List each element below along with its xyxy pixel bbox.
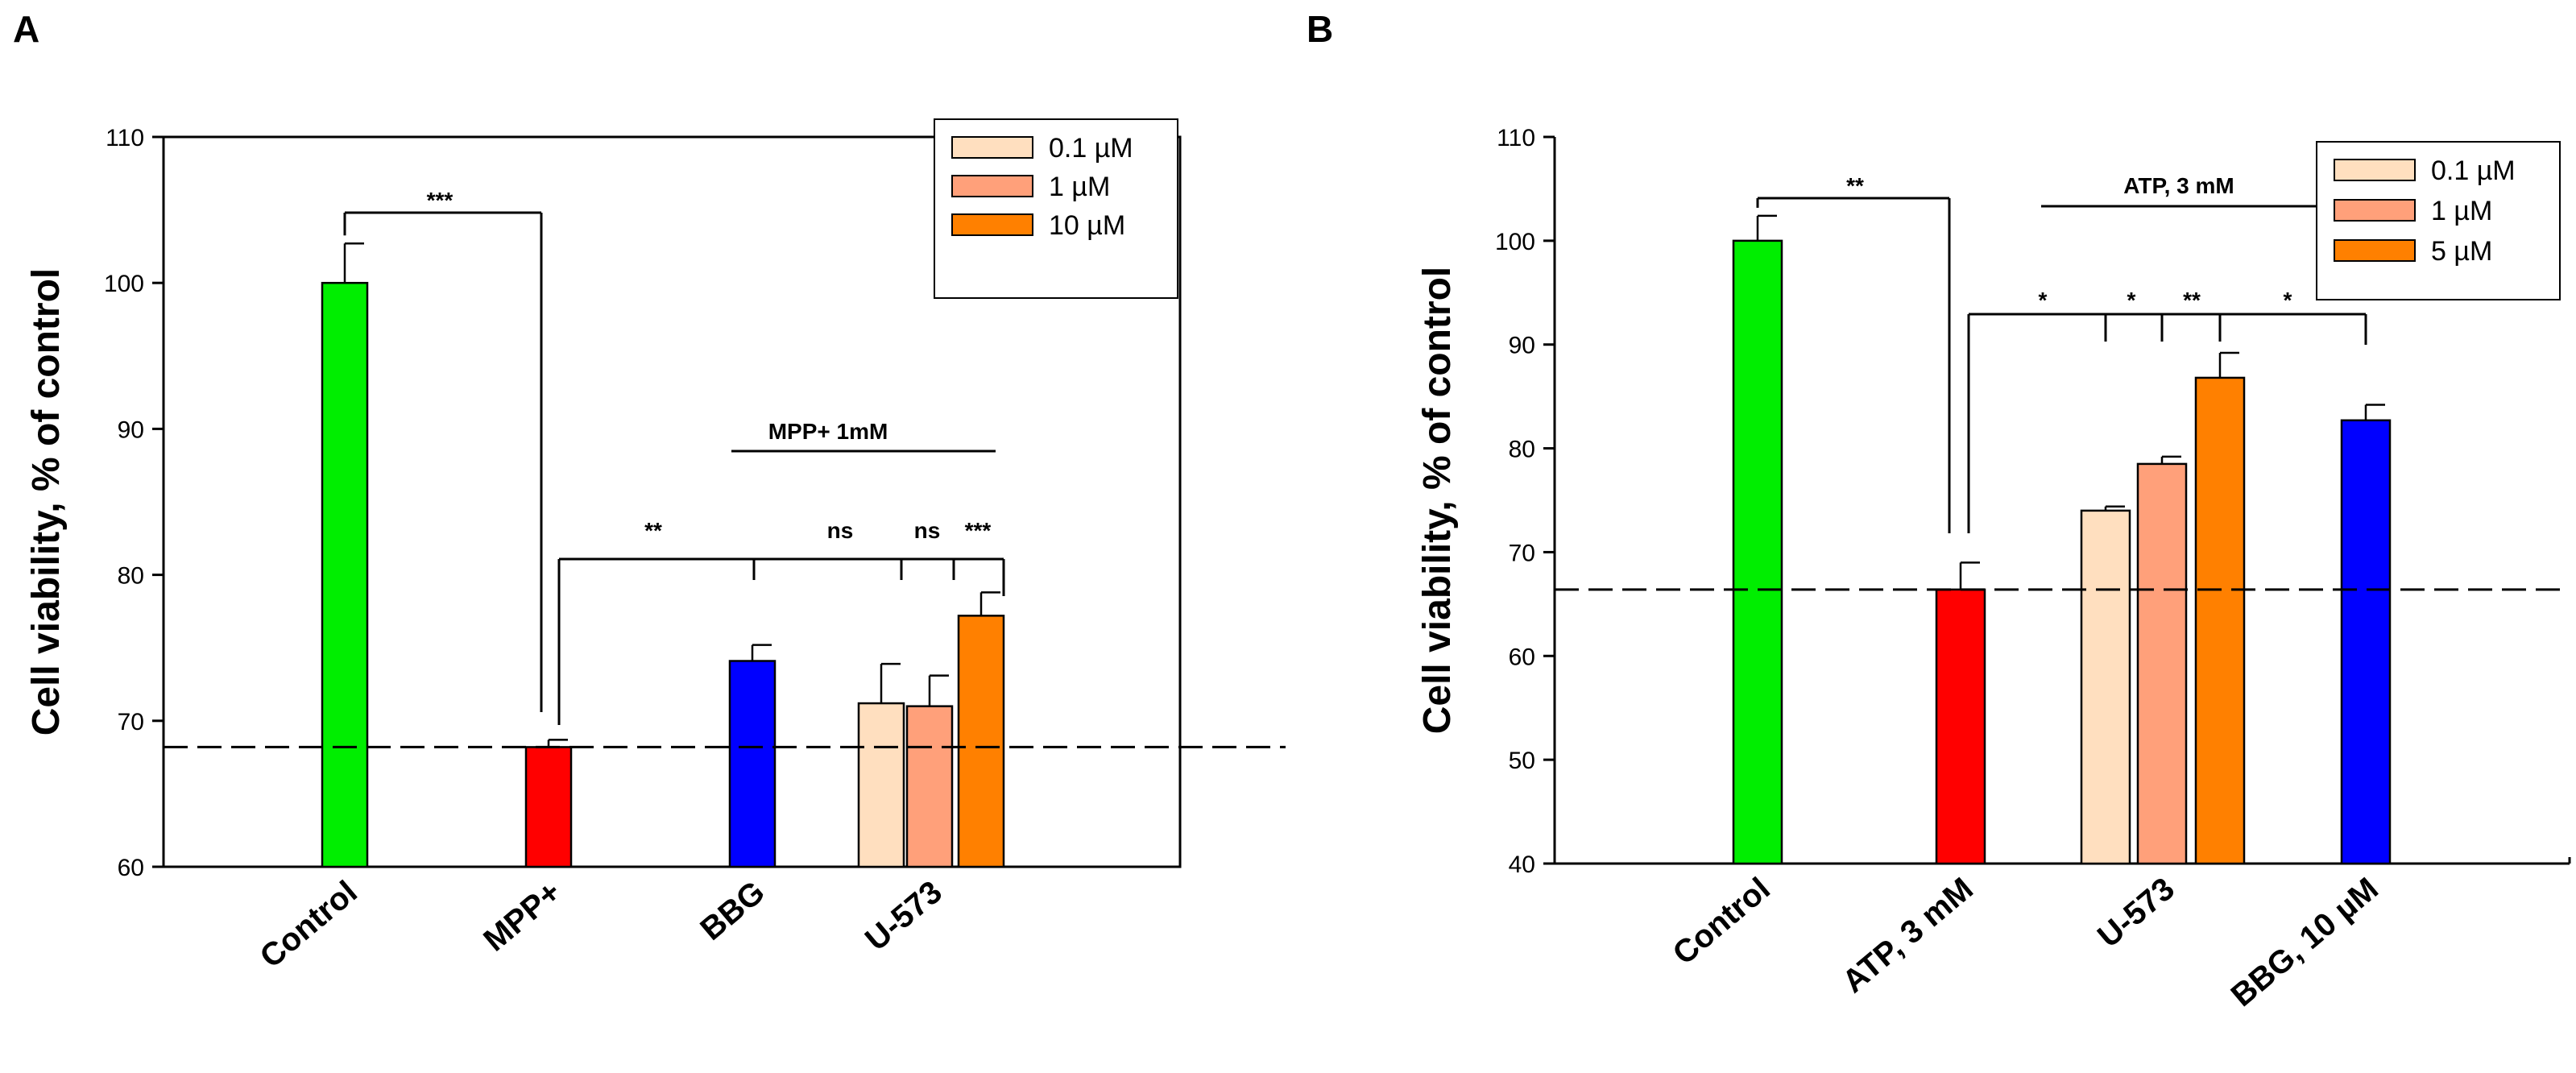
bar-u-573-1 xyxy=(2136,462,2188,865)
x-category-label: MPP+ xyxy=(477,874,568,958)
bar-atp-3-mm xyxy=(1935,588,1986,865)
plot-frame xyxy=(162,135,1182,868)
panel-b-chart: 40 50 60 70 80 90 100 110 Cell viability, % of c… xyxy=(1416,125,2571,1013)
bar-u-573-10 xyxy=(957,615,1005,868)
panel-label-b: B xyxy=(1307,8,1333,50)
bar-u-573-5 xyxy=(2194,376,2246,865)
legend-label: 0.1 µM xyxy=(2431,155,2516,186)
x-category-label: BBG xyxy=(694,874,771,947)
sig-mark: ** xyxy=(2183,288,2201,313)
x-category-label: Control xyxy=(1667,871,1777,972)
legend-label: 0.1 µM xyxy=(1049,133,1133,164)
y-tick-label: 100 xyxy=(104,271,144,297)
sig-control-vs-atp: ** xyxy=(1846,173,1864,198)
legend-label: 10 µM xyxy=(1049,210,1125,241)
legend-label: 5 µM xyxy=(2431,236,2492,267)
bar-bbg xyxy=(728,660,777,868)
group-label: ATP, 3 mM xyxy=(2123,173,2234,198)
y-tick-label: 110 xyxy=(106,125,144,151)
y-tick-label: 70 xyxy=(118,709,144,735)
bar-mpp- xyxy=(524,746,573,868)
y-tick-label: 60 xyxy=(118,855,144,881)
bar-bbg-10-m xyxy=(2340,419,2392,865)
sig-mark: *** xyxy=(965,518,992,543)
legend-swatch xyxy=(2334,239,2416,262)
bar-control xyxy=(321,281,369,868)
bar-u-573-1 xyxy=(905,705,954,868)
y-tick-label: 50 xyxy=(1509,748,1535,774)
legend-label: 1 µM xyxy=(2431,196,2492,226)
y-tick-label: 60 xyxy=(1509,644,1535,670)
sig-mark: ** xyxy=(644,518,662,543)
sig-mark: * xyxy=(2284,288,2292,313)
sig-mark: * xyxy=(2039,288,2048,313)
legend-swatch xyxy=(951,175,1033,197)
sig-mark: ns xyxy=(827,518,854,543)
panel-label-a: A xyxy=(13,8,39,50)
y-tick-label: 110 xyxy=(1497,125,1535,151)
y-tick-label: 80 xyxy=(118,563,144,590)
y-tick-label: 100 xyxy=(1495,229,1535,255)
x-category-label: Control xyxy=(254,874,364,975)
group-label: MPP+ 1mM xyxy=(768,419,888,444)
bar-u-573-0p1 xyxy=(2080,509,2131,865)
y-tick-label: 90 xyxy=(118,416,144,443)
bar-control xyxy=(1732,239,1783,865)
legend-swatch xyxy=(2334,159,2416,181)
x-category-label: BBG, 10 µM xyxy=(2225,871,2385,1013)
sig-control-vs-mpp: *** xyxy=(427,188,453,213)
legend-swatch xyxy=(951,136,1033,159)
y-tick-label: 80 xyxy=(1509,437,1535,463)
y-axis-title: Cell viability, % of control xyxy=(1416,267,1459,735)
y-tick-label: 90 xyxy=(1509,333,1535,359)
x-category-label: ATP, 3 mM xyxy=(1836,871,1980,1000)
sig-mark: * xyxy=(2127,288,2136,313)
x-category-label: U-573 xyxy=(859,874,949,958)
y-tick-label: 70 xyxy=(1509,540,1535,566)
y-axis-title: Cell viability, % of control xyxy=(25,268,68,736)
legend-swatch xyxy=(2334,199,2416,222)
sig-mark: ns xyxy=(914,518,941,543)
legend-label: 1 µM xyxy=(1049,172,1110,202)
legend-swatch xyxy=(951,213,1033,236)
y-tick-label: 40 xyxy=(1509,851,1535,878)
panel-a-chart: 60 70 80 90 100 110 Cell viability, % of contr… xyxy=(25,118,1286,975)
bar-u-573-0p1 xyxy=(857,702,905,868)
x-category-label: U-573 xyxy=(2091,871,2181,955)
